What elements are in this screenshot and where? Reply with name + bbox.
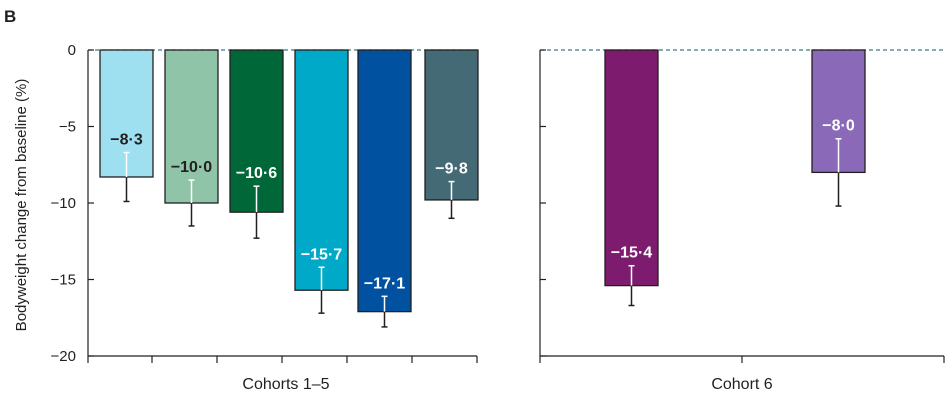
bar [164,49,219,204]
y-tick-label: −5 [59,119,76,136]
bar-value-label: −15·7 [301,246,342,263]
bar [424,49,479,201]
bar-value-label: −17·1 [364,275,405,292]
group-label: Cohorts 1–5 [242,376,329,393]
bar-value-label: −9·8 [435,161,468,178]
bar-value-label: −15·4 [611,245,652,262]
bar [604,49,659,287]
bar-value-label: −8·3 [110,132,143,149]
bar-value-label: −10·0 [171,159,212,176]
bar [357,49,412,313]
y-tick-label: −15 [51,272,76,289]
bar-value-label: −8·0 [822,118,855,135]
bar [294,49,349,291]
y-tick-label: −10 [51,195,76,212]
panel-label: B [4,7,16,26]
y-axis-title: Bodyweight change from baseline (%) [13,79,30,332]
y-tick-label: −20 [51,348,76,365]
y-tick-label: 0 [68,42,76,59]
group-label: Cohort 6 [711,376,772,393]
bar-value-label: −10·6 [236,165,277,182]
